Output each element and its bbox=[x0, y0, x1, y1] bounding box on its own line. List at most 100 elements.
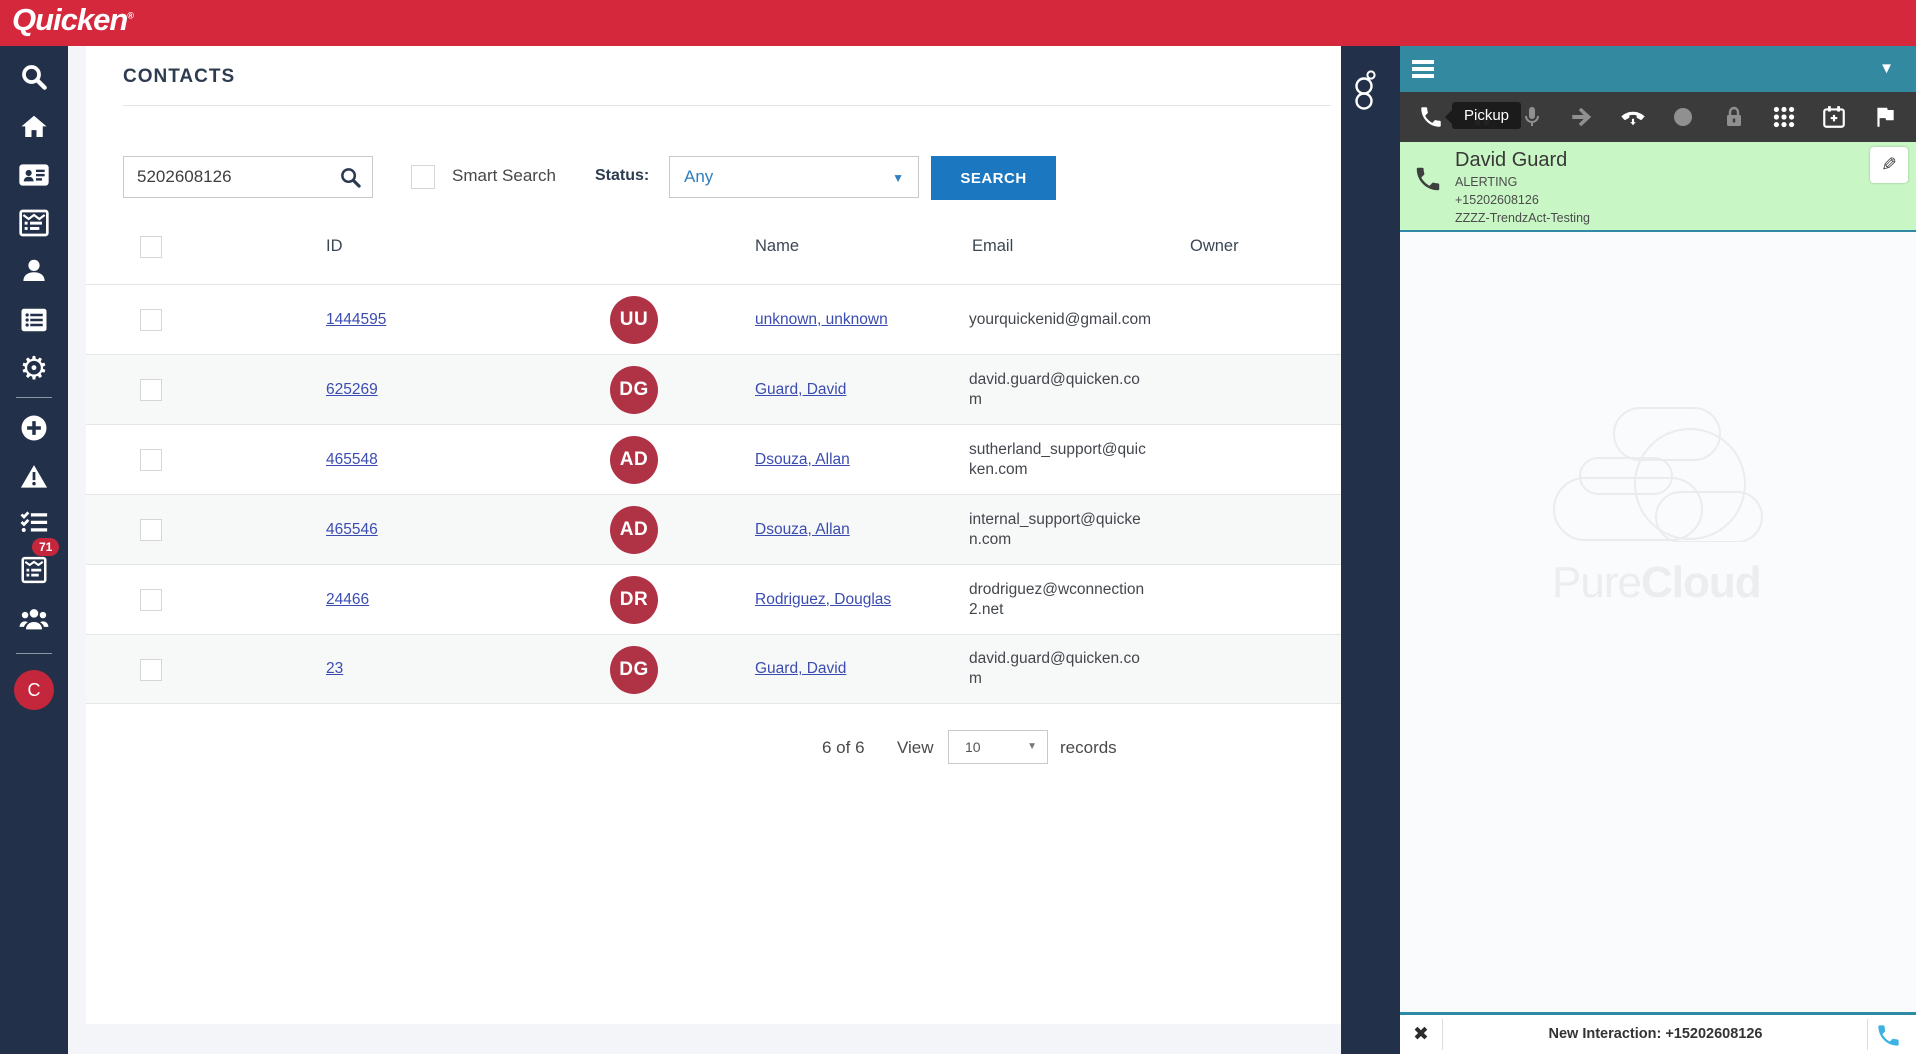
purecloud-phone-panel: ▼ bbox=[1400, 46, 1916, 1054]
schedule-callback-button[interactable] bbox=[1819, 102, 1849, 132]
sidebar-item-home[interactable] bbox=[14, 107, 54, 147]
dialpad-button[interactable] bbox=[1769, 102, 1799, 132]
menu-icon[interactable] bbox=[1412, 60, 1436, 78]
contact-avatar: AD bbox=[610, 506, 658, 554]
sidebar-item-reports[interactable]: 71 bbox=[14, 538, 60, 590]
contact-id-link[interactable]: 625269 bbox=[326, 380, 378, 398]
close-icon[interactable]: ✖ bbox=[1413, 1024, 1429, 1045]
call-details: David Guard ALERTING +15202608126 ZZZZ-T… bbox=[1455, 148, 1590, 227]
sidebar-divider bbox=[16, 653, 52, 654]
pickup-tooltip: Pickup bbox=[1444, 102, 1522, 129]
sidebar-item-tasks[interactable] bbox=[14, 503, 54, 543]
row-checkbox[interactable] bbox=[140, 659, 162, 681]
incoming-call-card[interactable]: David Guard ALERTING +15202608126 ZZZZ-T… bbox=[1400, 142, 1916, 232]
contacts-page: CONTACTS Smart Search Status: Any ▼ SEAR… bbox=[86, 46, 1341, 1024]
contact-avatar: AD bbox=[610, 436, 658, 484]
contact-name-link[interactable]: Dsouza, Allan bbox=[755, 520, 850, 538]
hangup-button[interactable] bbox=[1618, 102, 1648, 132]
top-banner: Quicken® bbox=[0, 0, 1916, 46]
secure-pause-button[interactable] bbox=[1719, 102, 1749, 132]
record-button[interactable] bbox=[1668, 102, 1698, 132]
transfer-button[interactable] bbox=[1567, 102, 1597, 132]
contact-name-link[interactable]: Rodriguez, Douglas bbox=[755, 590, 892, 608]
contact-avatar: DG bbox=[610, 646, 658, 694]
sidebar-item-contacts[interactable] bbox=[14, 155, 54, 195]
sidebar-item-search[interactable] bbox=[14, 57, 54, 97]
edit-call-button[interactable]: ✎ bbox=[1870, 147, 1908, 183]
transfer-arrow-icon bbox=[1572, 107, 1592, 127]
circles-icon bbox=[1355, 70, 1376, 110]
page-size-value: 10 bbox=[965, 739, 981, 755]
contact-id-link[interactable]: 23 bbox=[326, 660, 344, 677]
table-row: 625269 DG Guard, David david.guard@quick… bbox=[86, 354, 1341, 424]
contact-email: david.guard@quicken.com bbox=[969, 370, 1140, 408]
status-dropdown[interactable]: Any ▼ bbox=[669, 156, 919, 198]
mute-button[interactable] bbox=[1517, 102, 1547, 132]
contacts-table-body: 1444595 UU unknown, unknown yourquickeni… bbox=[86, 284, 1341, 704]
user-avatar[interactable]: C bbox=[14, 670, 54, 710]
phone-icon[interactable] bbox=[1875, 1022, 1902, 1049]
contact-name-link[interactable]: unknown, unknown bbox=[755, 310, 888, 328]
row-checkbox[interactable] bbox=[140, 309, 162, 331]
sidebar-item-lists[interactable] bbox=[14, 300, 54, 340]
list-icon bbox=[21, 308, 47, 332]
filter-row: Smart Search Status: Any ▼ SEARCH bbox=[86, 156, 1341, 200]
flag-button[interactable] bbox=[1870, 102, 1900, 132]
status-label: Status: bbox=[595, 167, 650, 184]
row-checkbox[interactable] bbox=[140, 589, 162, 611]
row-checkbox[interactable] bbox=[140, 519, 162, 541]
sidebar-item-teams[interactable] bbox=[14, 600, 54, 640]
lock-icon bbox=[1726, 106, 1741, 126]
chevron-down-icon[interactable]: ▼ bbox=[1879, 60, 1894, 77]
sidebar-item-summaries[interactable] bbox=[14, 203, 54, 243]
home-icon bbox=[21, 115, 47, 137]
person-icon bbox=[23, 259, 45, 281]
chevron-down-icon: ▼ bbox=[1027, 741, 1037, 752]
row-checkbox[interactable] bbox=[140, 379, 162, 401]
divider bbox=[1442, 1019, 1443, 1050]
page-size-dropdown[interactable]: 10 ▼ bbox=[948, 730, 1048, 764]
smart-search-checkbox[interactable] bbox=[411, 165, 435, 189]
status-value: Any bbox=[684, 167, 714, 186]
sidebar-item-alerts[interactable] bbox=[14, 457, 54, 497]
flag-icon bbox=[1877, 107, 1894, 127]
dialpad-icon bbox=[1773, 106, 1795, 128]
row-checkbox[interactable] bbox=[140, 449, 162, 471]
select-all-checkbox[interactable] bbox=[140, 236, 162, 258]
contact-id-link[interactable]: 24466 bbox=[326, 590, 370, 608]
schedule-callback-icon bbox=[1823, 106, 1846, 128]
smart-search-label: Smart Search bbox=[452, 166, 556, 185]
contact-id-link[interactable]: 465548 bbox=[326, 450, 378, 468]
contact-avatar: DR bbox=[610, 576, 658, 624]
table-row: 24466 DR Rodriguez, Douglas drodriguez@w… bbox=[86, 564, 1341, 634]
contact-email: internal_support@quicken.com bbox=[969, 510, 1141, 548]
alert-icon bbox=[20, 465, 48, 488]
reports-icon bbox=[21, 556, 47, 584]
phone-icon bbox=[1416, 167, 1440, 191]
contact-name-link[interactable]: Dsouza, Allan bbox=[755, 450, 850, 468]
records-label: records bbox=[1060, 738, 1117, 757]
hangup-icon bbox=[1621, 111, 1645, 125]
sidebar-item-settings[interactable]: ⚙ bbox=[14, 348, 54, 388]
search-icon bbox=[22, 65, 47, 90]
phone-icon bbox=[1421, 107, 1441, 127]
search-input[interactable] bbox=[137, 157, 332, 197]
sidebar-item-profile[interactable] bbox=[14, 251, 54, 291]
divider bbox=[1867, 1019, 1868, 1050]
sidebar-item-add[interactable] bbox=[14, 408, 54, 448]
table-footer: 6 of 6 View 10 ▼ records bbox=[86, 730, 1341, 770]
panel-toggle[interactable] bbox=[1349, 62, 1389, 119]
gear-icon: ⚙ bbox=[19, 350, 49, 386]
contact-name-link[interactable]: Guard, David bbox=[755, 660, 847, 677]
search-button[interactable]: SEARCH bbox=[931, 156, 1056, 200]
pickup-call-button[interactable] bbox=[1416, 102, 1446, 132]
chevron-down-icon: ▼ bbox=[892, 171, 904, 185]
contact-id-link[interactable]: 465546 bbox=[326, 520, 378, 538]
purecloud-logo-watermark bbox=[1553, 407, 1763, 542]
contact-id-link[interactable]: 1444595 bbox=[326, 310, 387, 328]
search-icon[interactable] bbox=[339, 166, 362, 189]
call-queue: ZZZZ-TrendzAct-Testing bbox=[1455, 211, 1590, 225]
call-state: ALERTING bbox=[1455, 175, 1518, 189]
contact-name-link[interactable]: Guard, David bbox=[755, 380, 847, 398]
column-header-email: Email bbox=[972, 237, 1014, 255]
